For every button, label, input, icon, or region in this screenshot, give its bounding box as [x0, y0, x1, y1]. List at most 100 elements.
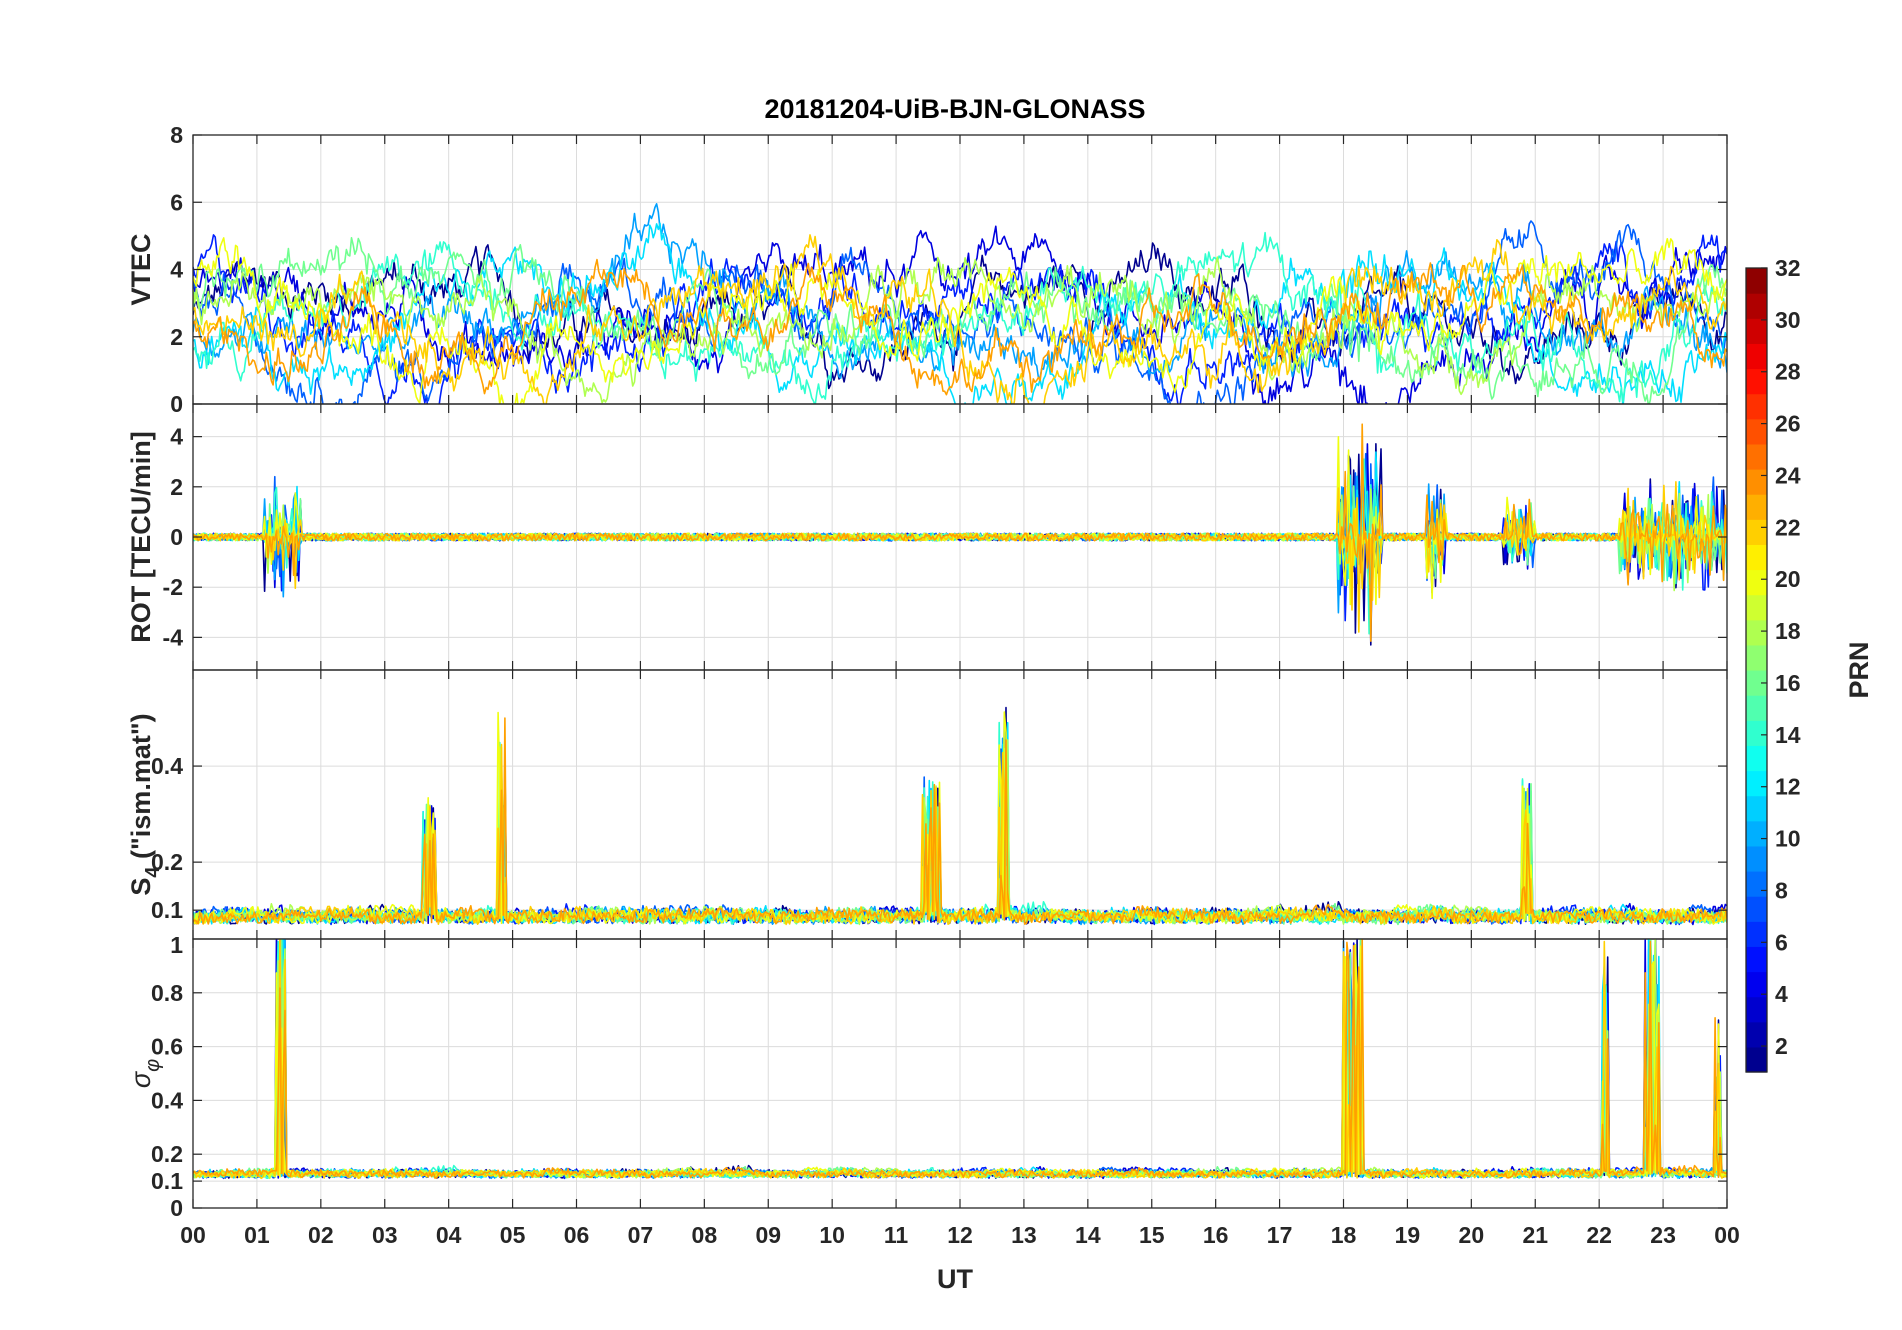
colorbar-swatch — [1746, 745, 1767, 772]
colorbar-tick-label: 26 — [1775, 411, 1801, 437]
colorbar-swatch — [1746, 418, 1767, 445]
colorbar-swatch — [1746, 921, 1767, 947]
x-tick-label: 20 — [1459, 1222, 1485, 1248]
colorbar-swatch — [1746, 845, 1767, 872]
x-axis: 00 01 02 03 04 05 06 07 08 09 10 11 12 13 14 15 16 17 18 19… — [180, 1222, 1740, 1248]
y-tick-label: 0.4 — [151, 1087, 183, 1113]
y-tick-label: 4 — [170, 257, 183, 283]
x-tick-label: 19 — [1395, 1222, 1421, 1248]
colorbar-swatch — [1746, 720, 1767, 746]
y-tick-label: 8 — [170, 122, 183, 148]
y-tick-label: 0 — [170, 391, 183, 417]
x-tick-label: 17 — [1267, 1222, 1293, 1248]
x-tick-label: 11 — [884, 1222, 909, 1248]
y-axis-label-rest: ("ism.mat") — [126, 713, 156, 866]
colorbar-swatch — [1746, 569, 1767, 596]
colorbar-swatch — [1746, 343, 1767, 370]
y-tick-label: 4 — [170, 424, 183, 450]
colorbar-swatch — [1746, 996, 1767, 1023]
y-axis-label: VTEC — [126, 233, 156, 305]
y-axis-label-main: S — [126, 878, 156, 896]
x-tick-label: 18 — [1331, 1222, 1357, 1248]
series-line-prn-22 — [193, 423, 1727, 642]
y-tick-label: 0.2 — [151, 849, 183, 875]
colorbar-swatch — [1746, 820, 1767, 847]
colorbar-swatch — [1746, 318, 1767, 344]
series-line-prn-17 — [193, 256, 1727, 404]
x-tick-label: 02 — [308, 1222, 334, 1248]
colorbar-swatch — [1746, 519, 1767, 545]
x-tick-label: 05 — [500, 1222, 526, 1248]
x-tick-label: 14 — [1075, 1222, 1101, 1248]
series-group — [193, 203, 1727, 404]
y-tick-label: 0.8 — [151, 980, 183, 1006]
series-line-prn-13 — [193, 231, 1727, 404]
series-line-prn-22 — [193, 258, 1727, 396]
colorbar-tick-label: 24 — [1775, 462, 1801, 488]
series-group — [193, 939, 1727, 1180]
colorbar-swatch — [1746, 946, 1767, 973]
colorbar-tick-label: 6 — [1775, 929, 1788, 955]
y-axis-label-sub: φ — [142, 1059, 164, 1072]
y-tick-label: 0 — [170, 1195, 183, 1221]
colorbar-swatch — [1746, 268, 1767, 294]
x-tick-label: 21 — [1522, 1222, 1548, 1248]
x-axis-label: UT — [937, 1264, 973, 1294]
y-tick-label: -4 — [163, 624, 184, 650]
x-tick-label: 10 — [819, 1222, 845, 1248]
series-group — [193, 423, 1727, 646]
colorbar-swatch — [1746, 670, 1767, 696]
colorbar-tick-label: 10 — [1775, 826, 1801, 852]
series-line-prn-19 — [193, 237, 1727, 404]
colorbar-swatch — [1746, 695, 1767, 721]
x-tick-label: 04 — [436, 1222, 462, 1248]
x-tick-label: 01 — [244, 1222, 270, 1248]
y-tick-label: 0.6 — [151, 1034, 183, 1060]
panel-vtec: 0 2 4 6 8 VTEC — [126, 122, 1728, 417]
y-tick-label: 0.2 — [151, 1141, 183, 1167]
panel-rot: -4 -2 0 2 4 ROT [TECU/min] — [126, 403, 1728, 671]
x-tick-label: 22 — [1586, 1222, 1612, 1248]
colorbar-tick-label: 8 — [1775, 877, 1788, 903]
x-tick-label: 23 — [1650, 1222, 1676, 1248]
colorbar-tick-label: 14 — [1775, 722, 1801, 748]
colorbar-tick-label: 30 — [1775, 307, 1801, 333]
colorbar-tick-label: 28 — [1775, 359, 1801, 385]
colorbar-label: PRN — [1844, 641, 1874, 698]
colorbar-swatch — [1746, 619, 1767, 646]
colorbar-swatch — [1746, 971, 1767, 998]
colorbar-tick-label: 2 — [1775, 1033, 1788, 1059]
colorbar-swatch — [1746, 393, 1767, 420]
y-axis-label-symbol: σ — [126, 1070, 156, 1088]
x-tick-label: 00 — [1714, 1222, 1740, 1248]
series-group — [193, 706, 1727, 926]
y-tick-label: 0.1 — [151, 897, 183, 923]
colorbar-swatch — [1746, 469, 1767, 495]
colorbar-tick-label: 16 — [1775, 670, 1801, 696]
series-line-prn-19 — [193, 711, 1727, 925]
x-tick-label: 03 — [372, 1222, 398, 1248]
series-line-prn-22 — [193, 939, 1727, 1179]
series-line-prn-21 — [193, 234, 1727, 404]
y-tick-label: 6 — [170, 189, 183, 215]
colorbar-tick-label: 12 — [1775, 774, 1801, 800]
colorbar-swatch — [1746, 368, 1767, 395]
colorbar-swatch — [1746, 871, 1767, 897]
colorbar-swatch — [1746, 896, 1767, 922]
y-axis-label: ROT [TECU/min] — [126, 431, 156, 642]
y-axis-label-sub: 4 — [142, 866, 164, 878]
colorbar-tick-label: 4 — [1775, 981, 1788, 1007]
x-tick-label: 06 — [564, 1222, 590, 1248]
y-tick-label: 0.4 — [151, 753, 183, 779]
x-tick-label: 13 — [1011, 1222, 1037, 1248]
y-tick-label: 0.1 — [151, 1168, 183, 1194]
x-tick-label: 09 — [755, 1222, 781, 1248]
chart-title: 20181204-UiB-BJN-GLONASS — [764, 94, 1145, 124]
series-line-prn-21 — [193, 939, 1727, 1180]
series-line-prn-9 — [193, 203, 1727, 379]
y-tick-label: -2 — [163, 574, 183, 600]
y-tick-label: 1 — [170, 932, 183, 958]
